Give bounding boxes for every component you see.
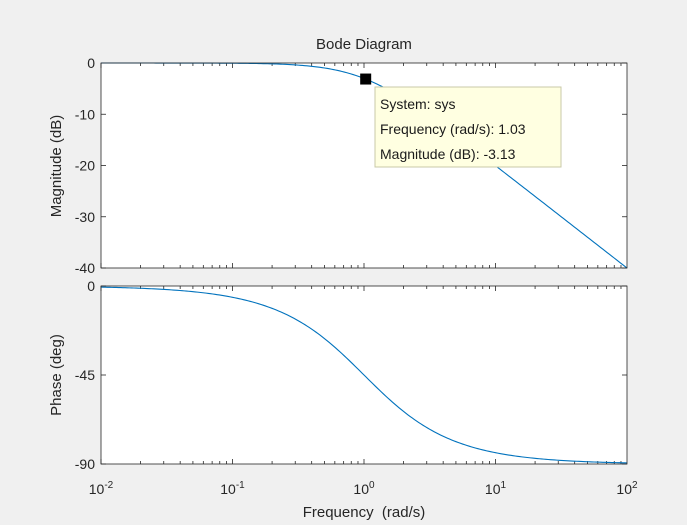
- phase-axes[interactable]: 0 -45 -90: [75, 278, 628, 472]
- datatip-line-frequency: Frequency (rad/s): 1.03: [380, 121, 526, 137]
- x-tick-label: 100: [353, 480, 375, 497]
- x-tick-label: 10-1: [220, 480, 245, 497]
- chart-title: Bode Diagram: [316, 36, 412, 53]
- datatip[interactable]: System: sys Frequency (rad/s): 1.03 Magn…: [360, 73, 562, 168]
- x-tick-label: 102: [616, 480, 638, 497]
- x-tick-label: 101: [485, 480, 507, 497]
- phase-y-tick-label: 0: [87, 278, 95, 294]
- magnitude-y-tick-label: -30: [75, 209, 95, 225]
- phase-ylabel: Phase (deg): [48, 334, 65, 416]
- datatip-box: [374, 86, 562, 168]
- magnitude-y-tick-label: -10: [75, 106, 95, 122]
- x-tick-label: 10-2: [89, 480, 114, 497]
- x-tick-labels: 10-2 10-1 100 101 102: [89, 480, 638, 497]
- magnitude-y-tick-label: 0: [87, 55, 95, 71]
- magnitude-ylabel: Magnitude (dB): [48, 115, 65, 218]
- phase-y-tick-label: -45: [75, 367, 95, 383]
- frequency-xlabel: Frequency (rad/s): [303, 504, 426, 521]
- magnitude-y-tick-label: -20: [75, 158, 95, 174]
- magnitude-axes-box: [100, 62, 628, 269]
- phase-axes-box: [100, 285, 628, 465]
- phase-y-tick-label: -90: [75, 456, 95, 472]
- datatip-line-magnitude: Magnitude (dB): -3.13: [380, 146, 516, 162]
- phase-series-line: [100, 286, 628, 464]
- magnitude-y-tick-label: -40: [75, 260, 95, 276]
- datatip-marker[interactable]: [360, 73, 372, 85]
- datatip-line-system: System: sys: [380, 96, 455, 112]
